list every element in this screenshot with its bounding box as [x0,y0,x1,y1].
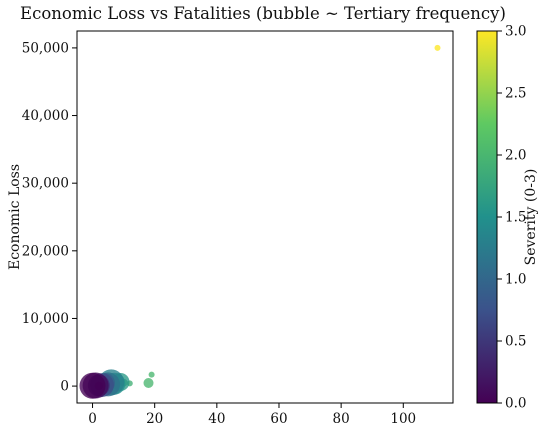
y-tick-label: 30,000 [22,176,69,192]
y-tick-label: 20,000 [22,243,69,259]
y-tick-label: 10,000 [22,311,69,327]
colorbar-tick-label: 2.0 [505,148,526,164]
data-point-15 [94,381,103,390]
colorbar [476,30,498,404]
y-tick-label: 40,000 [22,108,69,124]
y-tick-label: 0 [60,379,69,395]
data-points [79,44,441,399]
x-axis: 0 20 40 60 80 100 [88,403,416,427]
colorbar-tick-label: 1.5 [505,210,526,226]
colorbar-tick-label: 3.0 [505,24,526,40]
y-axis: 0 10,000 20,000 30,000 40,000 50,000 [22,40,77,395]
x-tick-label: 40 [208,411,225,427]
y-axis-label: Economic Loss [7,164,23,270]
data-point-1 [434,44,441,51]
colorbar-axis: 0.0 0.5 1.0 1.5 2.0 2.5 3.0 [497,24,526,412]
chart-title: Economic Loss vs Fatalities (bubble ~ Te… [20,4,506,23]
colorbar-tick-label: 1.0 [505,272,526,288]
x-tick-label: 60 [270,411,287,427]
data-point-14 [79,372,106,399]
colorbar-label: Severity (0-3) [523,169,539,266]
x-tick-label: 80 [333,411,350,427]
data-point-3 [143,378,154,388]
y-tick-label: 50,000 [22,40,69,56]
x-tick-label: 100 [390,411,416,427]
plot-area-frame [76,30,454,404]
x-tick-label: 20 [146,411,163,427]
x-tick-label: 0 [88,411,97,427]
data-point-2 [148,371,155,378]
colorbar-tick-label: 0.5 [505,334,526,350]
colorbar-tick-label: 0.0 [505,396,526,412]
colorbar-tick-label: 2.5 [505,86,526,102]
